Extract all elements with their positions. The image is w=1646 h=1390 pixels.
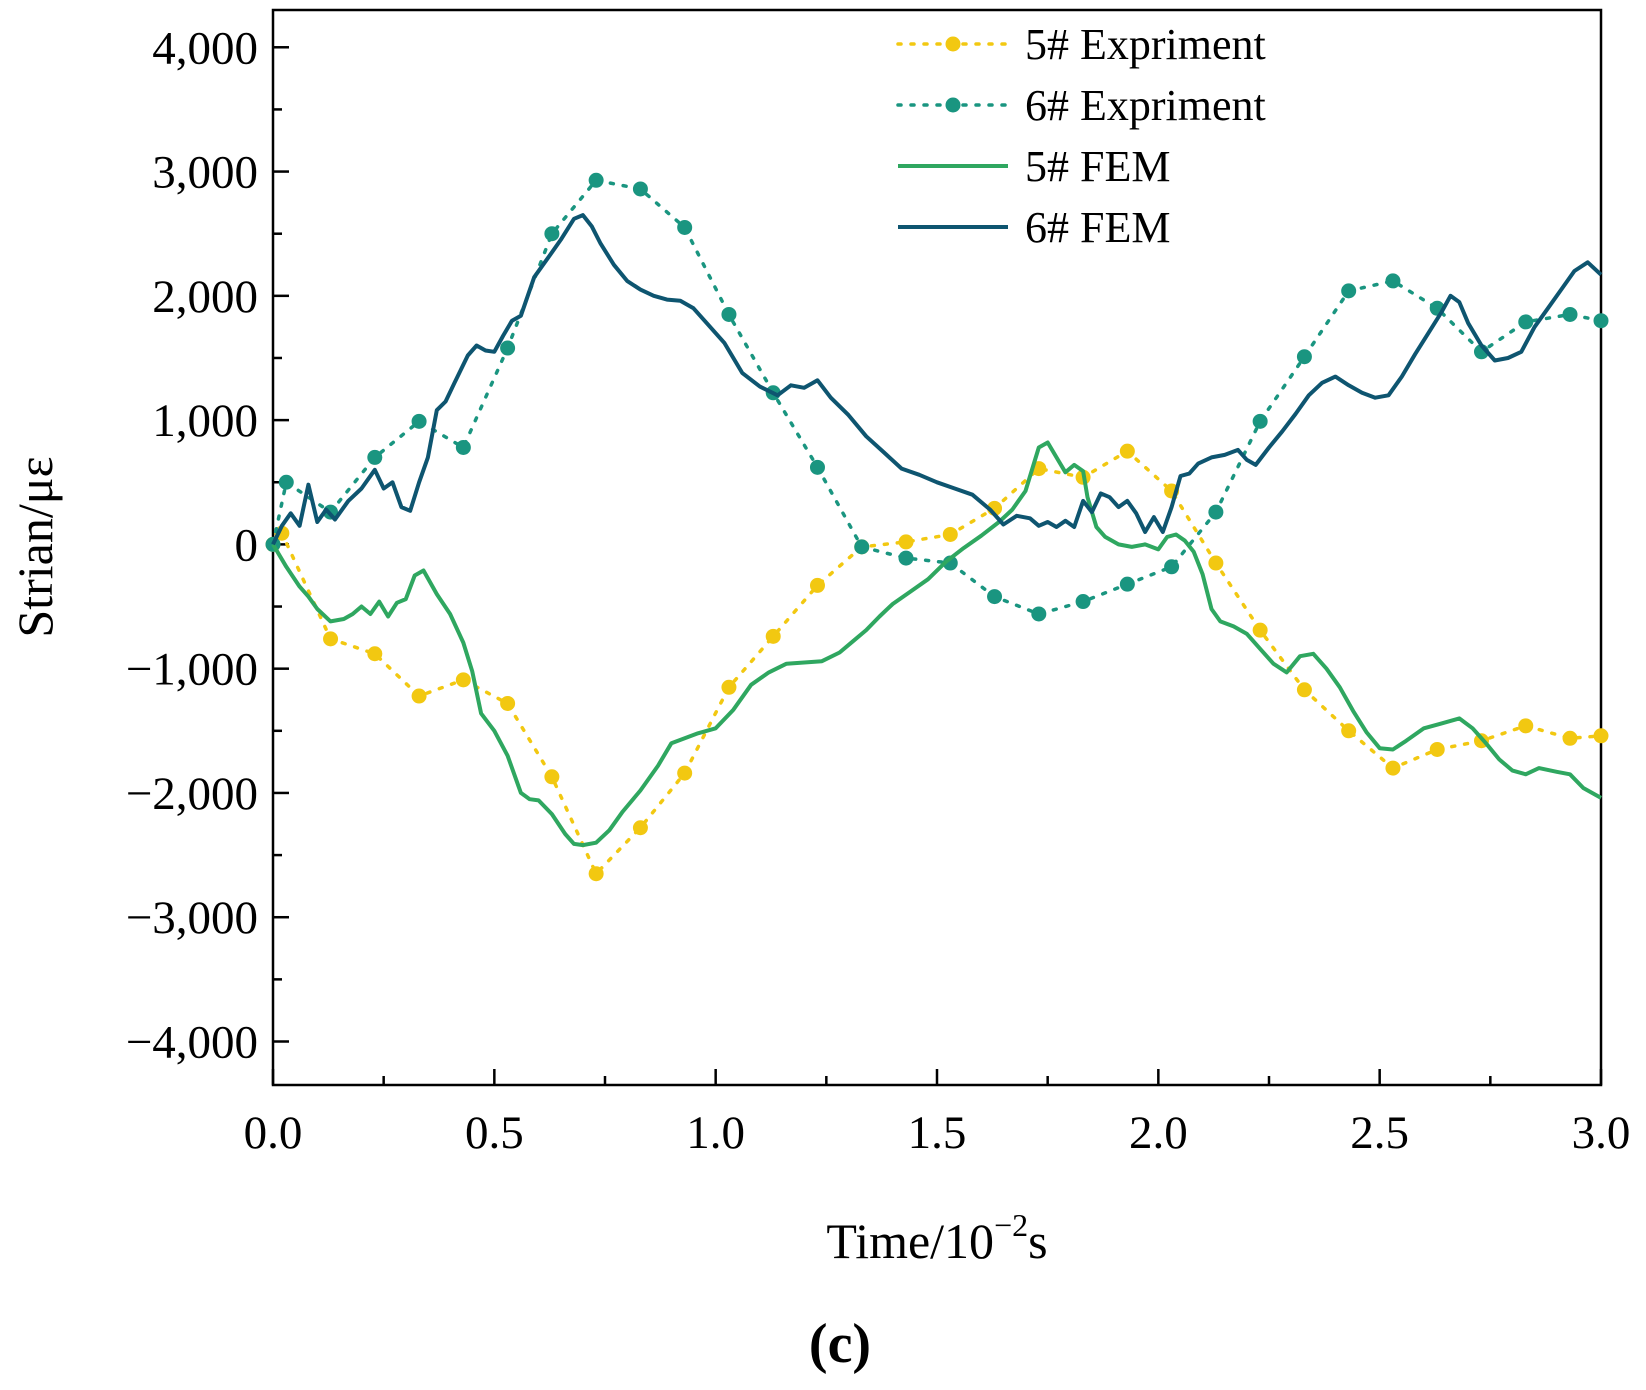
- x-tick-labels: 0.0 0.5 1.0 1.5 2.0 2.5 3.0: [244, 1107, 1631, 1159]
- legend: 5# Expriment 6# Expriment 5# FEM 6# FEM: [896, 20, 1266, 252]
- series-6-fem: [271, 213, 1603, 546]
- data-point: [544, 226, 560, 242]
- data-point: [544, 769, 560, 785]
- data-point: [1593, 728, 1609, 744]
- data-point: [323, 631, 339, 647]
- data-point: [632, 820, 648, 836]
- x-axis-title-exponent: −2: [994, 1207, 1028, 1243]
- x-tick-label: 2.5: [1350, 1107, 1409, 1159]
- data-point: [1518, 314, 1534, 330]
- data-point: [1385, 273, 1401, 289]
- data-point: [1341, 283, 1357, 299]
- data-point: [1119, 443, 1135, 459]
- data-point: [1031, 606, 1047, 622]
- data-point: [588, 172, 604, 188]
- series-line: [271, 440, 1602, 848]
- y-tick-label: −2,000: [126, 768, 258, 820]
- data-point: [367, 646, 383, 662]
- x-tick-label: 3.0: [1572, 1107, 1631, 1159]
- data-point: [898, 534, 914, 550]
- y-tick-label: 4,000: [152, 22, 258, 74]
- data-point: [500, 340, 516, 356]
- data-point: [1075, 594, 1091, 610]
- data-point: [677, 219, 693, 235]
- data-point: [1385, 760, 1401, 776]
- x-tick-label: 0.0: [244, 1107, 303, 1159]
- data-point: [588, 866, 604, 882]
- x-tick-label: 1.0: [686, 1107, 745, 1159]
- legend-marker: [945, 36, 961, 52]
- data-point: [1252, 413, 1268, 429]
- y-tick-label: 3,000: [152, 147, 258, 199]
- legend-label: 6# FEM: [1025, 203, 1170, 252]
- series-line: [271, 449, 1603, 877]
- legend-item-6-expriment: 6# Expriment: [896, 81, 1266, 130]
- data-point: [1252, 622, 1268, 638]
- x-axis-title: Time/10−2s: [826, 1207, 1047, 1269]
- data-point: [1341, 723, 1357, 739]
- y-tick-labels: 4,000 3,000 2,000 1,000 0 −1,000 −2,000 −3,000 −…: [126, 22, 258, 1068]
- axis-ticks: [271, 46, 1603, 1085]
- series-line: [271, 178, 1603, 616]
- data-point: [942, 526, 958, 542]
- data-point: [765, 628, 781, 644]
- data-point: [1296, 682, 1312, 698]
- data-point: [411, 413, 427, 429]
- x-tick-label: 1.5: [908, 1107, 967, 1159]
- series-5-fem: [271, 440, 1602, 848]
- y-tick-label: −1,000: [126, 644, 258, 696]
- data-point: [1208, 504, 1224, 520]
- y-tick-label: 2,000: [152, 271, 258, 323]
- data-point: [455, 439, 471, 455]
- series-layer: [265, 172, 1609, 882]
- data-point: [854, 539, 870, 555]
- panel-label: (c): [809, 1313, 871, 1375]
- series-line: [271, 213, 1603, 546]
- data-point: [1164, 559, 1180, 575]
- legend-label: 5# FEM: [1025, 142, 1170, 191]
- y-tick-label: −4,000: [126, 1017, 258, 1069]
- data-point: [278, 474, 294, 490]
- y-tick-label: −3,000: [126, 892, 258, 944]
- x-axis-title-base: Time/10: [826, 1213, 994, 1269]
- legend-marker: [945, 97, 961, 113]
- data-point: [500, 695, 516, 711]
- data-point: [1429, 741, 1445, 757]
- data-point: [721, 679, 737, 695]
- data-point: [1593, 313, 1609, 329]
- y-tick-label: 1,000: [152, 395, 258, 447]
- data-point: [1562, 306, 1578, 322]
- data-point: [809, 459, 825, 475]
- plot-area: [271, 8, 1603, 1087]
- data-point: [898, 550, 914, 566]
- data-point: [1562, 730, 1578, 746]
- data-point: [632, 181, 648, 197]
- data-point: [1119, 576, 1135, 592]
- data-point: [677, 765, 693, 781]
- legend-item-6-fem: 6# FEM: [898, 203, 1170, 252]
- data-point: [367, 449, 383, 465]
- x-tick-label: 2.0: [1129, 1107, 1188, 1159]
- data-point: [809, 577, 825, 593]
- y-tick-label: 0: [235, 519, 259, 571]
- y-axis-title: Strian/με: [7, 456, 63, 637]
- data-point: [1208, 555, 1224, 571]
- data-point: [721, 306, 737, 322]
- legend-label: 6# Expriment: [1025, 81, 1266, 130]
- x-tick-label: 0.5: [465, 1107, 524, 1159]
- x-axis-title-unit: s: [1028, 1213, 1047, 1269]
- data-point: [1518, 718, 1534, 734]
- legend-label: 5# Expriment: [1025, 20, 1266, 69]
- series-5-expriment: [265, 443, 1609, 882]
- legend-item-5-expriment: 5# Expriment: [896, 20, 1266, 69]
- data-point: [455, 672, 471, 688]
- data-point: [411, 688, 427, 704]
- series-6-expriment: [265, 172, 1609, 622]
- data-point: [987, 589, 1003, 605]
- data-point: [1296, 349, 1312, 365]
- legend-item-5-fem: 5# FEM: [898, 142, 1170, 191]
